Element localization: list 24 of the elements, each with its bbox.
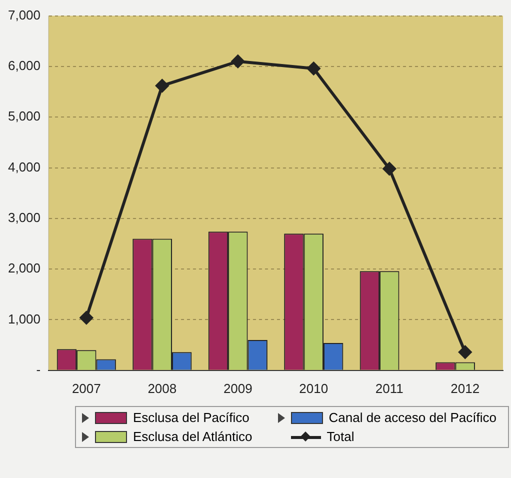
- point: [156, 79, 169, 92]
- x-tick-label: 2010: [299, 380, 328, 396]
- legend-label: Canal de acceso del Pacífico: [328, 410, 496, 425]
- x-tick-label: 2009: [223, 380, 252, 396]
- legend-label: Esclusa del Pacífico: [133, 410, 250, 425]
- y-tick-label: 7,000: [8, 7, 41, 22]
- y-tick-label: 2,000: [8, 260, 41, 276]
- point: [80, 311, 93, 324]
- point: [458, 346, 472, 359]
- x-tick-label: 2007: [72, 380, 101, 396]
- x-tick-label: 2008: [148, 380, 177, 396]
- x-tick-label: 2011: [375, 380, 404, 396]
- y-tick-label: 3,000: [8, 210, 41, 226]
- legend-label: Esclusa del Atlántico: [133, 429, 252, 444]
- y-tick-label: 4,000: [8, 159, 41, 174]
- y-tick-label: 5,000: [8, 108, 41, 124]
- point: [382, 162, 396, 176]
- point: [307, 62, 320, 75]
- y-tick-label: 1,000: [8, 311, 41, 326]
- legend-label: Total: [326, 429, 354, 444]
- point: [231, 54, 244, 68]
- y-tick-label: -: [36, 362, 41, 377]
- x-tick-label: 2012: [450, 380, 480, 396]
- y-tick-label: 6,000: [8, 58, 41, 74]
